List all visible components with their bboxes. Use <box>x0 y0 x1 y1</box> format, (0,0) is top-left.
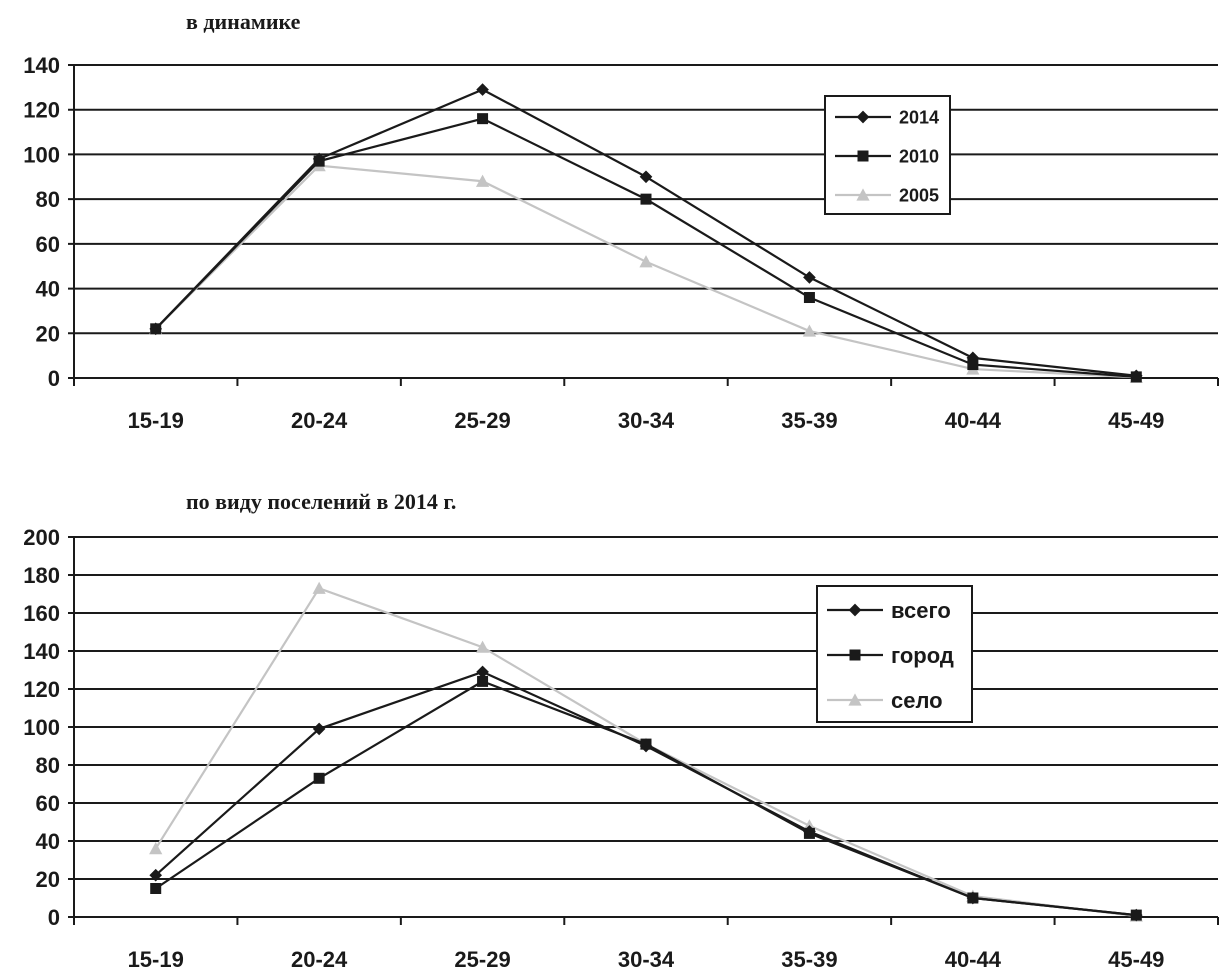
data-point <box>1130 371 1142 383</box>
x-tick-label: 35-39 <box>781 408 837 433</box>
y-tick-label: 180 <box>23 563 60 588</box>
y-tick-label: 20 <box>36 867 60 892</box>
data-point <box>149 842 163 855</box>
data-point <box>640 738 652 750</box>
data-point <box>477 113 489 125</box>
data-point <box>150 323 162 335</box>
x-tick-label: 40-44 <box>945 947 1002 972</box>
data-point <box>1130 909 1142 921</box>
y-tick-label: 40 <box>36 277 60 302</box>
legend-marker <box>856 188 870 201</box>
y-tick-label: 80 <box>36 187 60 212</box>
legend-label: 2010 <box>899 146 939 166</box>
data-point <box>639 170 653 184</box>
data-point <box>803 292 815 304</box>
data-point <box>639 255 653 268</box>
legend-marker <box>848 693 862 706</box>
legend: 2014 2010 2005 <box>824 95 951 215</box>
data-point <box>313 155 325 167</box>
y-tick-label: 160 <box>23 601 60 626</box>
series-город <box>150 675 1142 921</box>
legend-label: 2014 <box>899 107 939 127</box>
legend-marker <box>856 110 870 124</box>
data-point <box>475 174 490 187</box>
legend-label: село <box>891 688 943 713</box>
x-tick-label: 35-39 <box>781 947 837 972</box>
y-tick-label: 100 <box>23 715 60 740</box>
y-tick-label: 200 <box>23 525 60 550</box>
chart-1-title: в динамике <box>186 9 301 34</box>
series-2014 <box>149 83 1143 383</box>
x-tick-label: 45-49 <box>1108 408 1164 433</box>
chart-2-title: по виду поселений в 2014 г. <box>186 489 457 514</box>
data-point <box>802 324 817 337</box>
x-tick-label: 25-29 <box>454 947 510 972</box>
legend-marker <box>857 150 869 162</box>
series-line <box>155 680 1137 917</box>
data-point <box>967 892 979 904</box>
x-tick-label: 15-19 <box>128 408 184 433</box>
data-point <box>477 675 489 687</box>
y-tick-label: 60 <box>36 232 60 257</box>
y-tick-label: 140 <box>23 639 60 664</box>
legend-label: 2005 <box>899 185 939 205</box>
y-tick-label: 40 <box>36 829 60 854</box>
data-point <box>803 827 815 839</box>
x-tick-label: 40-44 <box>945 408 1002 433</box>
legend-label: город <box>891 643 954 668</box>
chart-2-settlement-type: 0 20 40 60 80 100 120 140 160 180 200 15-19 20-24 25-… <box>23 525 1219 972</box>
x-tick-label: 45-49 <box>1108 947 1164 972</box>
data-point <box>967 359 979 371</box>
x-tick-label: 20-24 <box>291 408 348 433</box>
x-tick-label: 25-29 <box>454 408 510 433</box>
y-tick-label: 100 <box>23 142 60 167</box>
y-tick-label: 60 <box>36 791 60 816</box>
legend-marker <box>849 649 861 661</box>
series-2010 <box>150 113 1142 383</box>
y-tick-label: 80 <box>36 753 60 778</box>
x-tick-label: 15-19 <box>128 947 184 972</box>
y-tick-label: 20 <box>36 321 60 346</box>
y-tick-label: 0 <box>48 366 60 391</box>
data-point <box>150 883 162 894</box>
data-point <box>313 772 325 784</box>
data-point <box>476 83 489 96</box>
data-point <box>640 193 652 205</box>
x-tick-label: 30-34 <box>618 947 675 972</box>
series-line <box>154 117 1137 378</box>
data-point <box>475 640 490 653</box>
data-point <box>803 271 816 284</box>
y-tick-label: 0 <box>48 905 60 930</box>
y-tick-label: 140 <box>23 53 60 78</box>
chart-1-dynamics: 0 20 40 60 80 100 120 140 15-19 20-24 25-29 30-34 35… <box>23 53 1219 433</box>
legend-label: всего <box>891 598 951 623</box>
y-tick-label: 120 <box>23 98 60 123</box>
data-point <box>312 581 326 594</box>
legend: всего город село <box>816 585 973 723</box>
legend-marker <box>848 603 862 617</box>
x-tick-label: 20-24 <box>291 947 348 972</box>
x-tick-label: 30-34 <box>618 408 675 433</box>
y-tick-label: 120 <box>23 677 60 702</box>
series-2005 <box>149 159 1143 383</box>
